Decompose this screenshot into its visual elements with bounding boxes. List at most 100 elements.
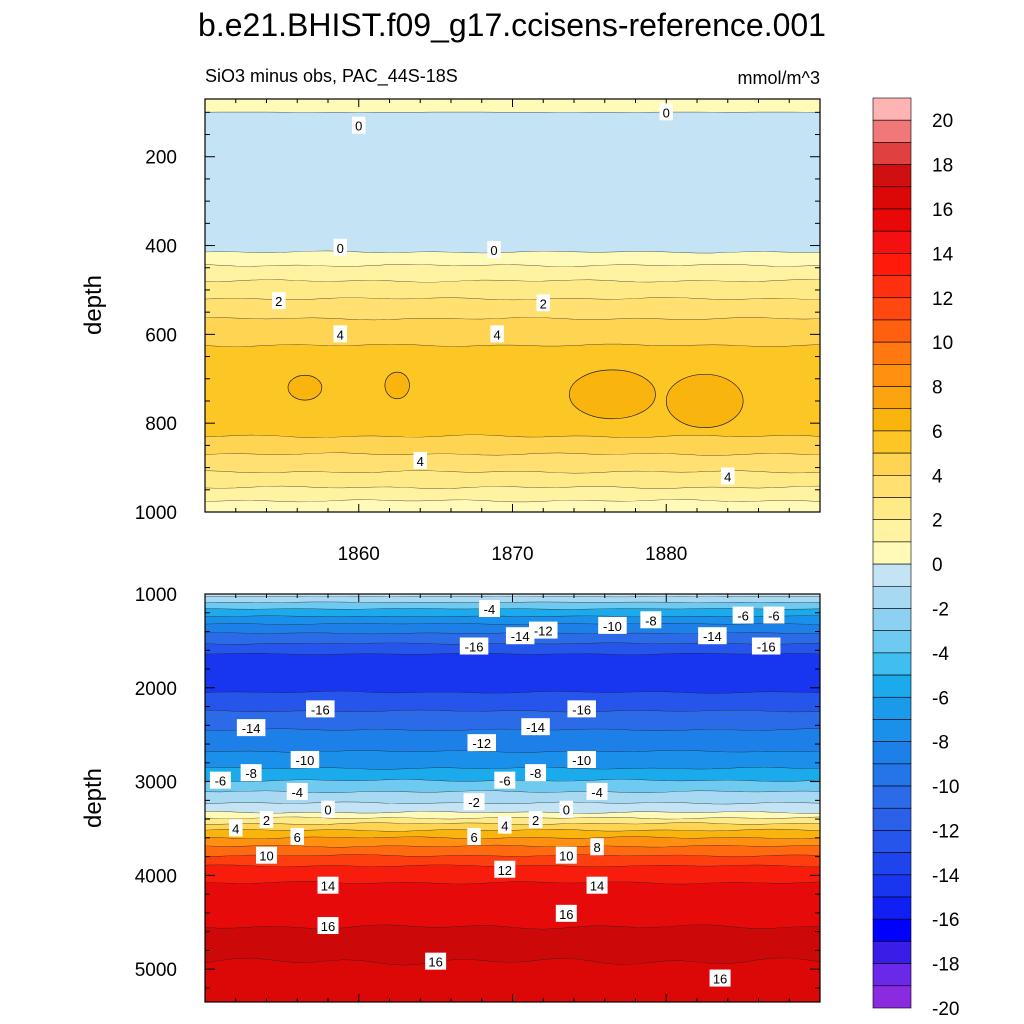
contour-label-text: -6 bbox=[499, 774, 511, 789]
contour-label: -4 bbox=[478, 600, 500, 618]
contour-label: -16 bbox=[459, 637, 489, 655]
contour-label-box bbox=[567, 751, 596, 769]
contour-band bbox=[205, 750, 820, 770]
colorbar-label: -16 bbox=[932, 910, 959, 931]
contour-band bbox=[205, 251, 820, 267]
colorbar-box bbox=[872, 918, 912, 942]
contour-label-box bbox=[494, 771, 516, 789]
contour-label-text: -6 bbox=[768, 609, 780, 624]
contour-label: -12 bbox=[529, 621, 558, 639]
colorbar-box bbox=[872, 563, 912, 587]
contour-label-box bbox=[229, 819, 243, 837]
contour-label: 4 bbox=[498, 816, 512, 834]
contour-label-text: 4 bbox=[337, 327, 344, 342]
contour-label-box bbox=[721, 467, 735, 485]
contour-label-box bbox=[555, 846, 577, 864]
contour-band bbox=[205, 317, 820, 347]
contour-label-box bbox=[490, 325, 504, 343]
y-tick-label: 1000 bbox=[135, 585, 177, 606]
figure-title: b.e21.BHIST.f09_g17.ccisens-reference.00… bbox=[198, 7, 826, 43]
contour-label: 16 bbox=[555, 904, 577, 922]
contour-label: 10 bbox=[555, 846, 577, 864]
contour-label-text: 2 bbox=[540, 296, 547, 311]
contour-band bbox=[205, 691, 820, 713]
contour-line bbox=[204, 623, 821, 625]
x-tick-label: 1860 bbox=[338, 544, 380, 565]
colorbar-box bbox=[872, 208, 912, 232]
colorbar-box bbox=[872, 475, 912, 498]
contour-line bbox=[204, 767, 821, 770]
colorbar: 20181614121086420-2-4-6-8-10-12-14-16-18… bbox=[872, 97, 960, 1020]
contour-label: -16 bbox=[751, 637, 781, 655]
contour-label-box bbox=[763, 606, 785, 624]
contour-label-text: -10 bbox=[572, 753, 591, 768]
colorbar-box bbox=[872, 630, 912, 654]
contour-label: 0 bbox=[659, 103, 673, 121]
contour-label-box bbox=[459, 637, 489, 655]
colorbar-box bbox=[872, 408, 912, 432]
contour-label-text: -16 bbox=[572, 702, 591, 717]
contour-label: -4 bbox=[586, 782, 608, 800]
contour-label-text: 14 bbox=[590, 879, 604, 894]
contour-label: -16 bbox=[306, 700, 335, 718]
colorbar-label: -4 bbox=[932, 644, 949, 665]
contour-label: -6 bbox=[209, 771, 231, 789]
colorbar-label: 10 bbox=[932, 333, 953, 354]
upper-panel: SiO3 minus obs, PAC_44S-18S mmol/m^3 186… bbox=[80, 66, 821, 565]
contour-label: -4 bbox=[286, 782, 308, 800]
colorbar-box bbox=[872, 941, 912, 964]
contour-label-box bbox=[709, 969, 731, 987]
contour-label-text: -14 bbox=[242, 721, 261, 736]
contour-label-text: 0 bbox=[663, 105, 670, 120]
colorbar-label: -10 bbox=[932, 777, 959, 798]
contour-label: -8 bbox=[240, 764, 262, 782]
contour-label-text: -8 bbox=[645, 613, 657, 628]
contour-label: 2 bbox=[259, 811, 274, 829]
contour-label-text: 4 bbox=[724, 469, 731, 484]
contour-label-text: -12 bbox=[472, 736, 491, 751]
contour-label-box bbox=[236, 719, 266, 737]
contour-label: 6 bbox=[290, 827, 304, 845]
contour-label-box bbox=[478, 600, 500, 618]
contour-band bbox=[205, 811, 820, 820]
contour-label-text: 16 bbox=[321, 919, 335, 934]
contour-label-box bbox=[536, 294, 550, 312]
contour-label: 0 bbox=[333, 238, 348, 256]
contour-label: -2 bbox=[463, 793, 485, 811]
contour-label-box bbox=[528, 811, 543, 829]
colorbar-box bbox=[872, 275, 912, 299]
contour-label-text: 12 bbox=[498, 863, 512, 878]
colorbar-label: 16 bbox=[932, 200, 953, 221]
contour-label-text: 4 bbox=[417, 454, 424, 469]
contour-label-box bbox=[290, 751, 320, 769]
y-tick-label: 2000 bbox=[135, 679, 177, 700]
x-tick-label: 1870 bbox=[491, 544, 533, 565]
y-tick-label: 1000 bbox=[135, 503, 177, 524]
contour-label-box bbox=[306, 700, 335, 718]
colorbar-box bbox=[872, 297, 912, 321]
contour-label-text: -14 bbox=[511, 629, 530, 644]
contour-band bbox=[205, 297, 820, 321]
colorbar-label: -6 bbox=[932, 688, 949, 709]
colorbar-label: 14 bbox=[932, 244, 954, 265]
contour-label-text: -6 bbox=[737, 609, 749, 624]
y-tick-label: 800 bbox=[145, 414, 177, 435]
upper-panel-fill bbox=[204, 99, 821, 512]
contour-label-text: 0 bbox=[563, 803, 570, 818]
contour-label: 14 bbox=[586, 876, 608, 894]
contour-label-text: -8 bbox=[530, 766, 542, 781]
colorbar-label: -8 bbox=[932, 733, 949, 754]
colorbar-box bbox=[872, 985, 912, 1009]
contour-label: -16 bbox=[567, 700, 596, 718]
colorbar-label: -14 bbox=[932, 866, 960, 887]
contour-label-box bbox=[272, 292, 286, 310]
contour-label: 2 bbox=[536, 294, 550, 312]
colorbar-label: 2 bbox=[932, 511, 943, 532]
contour-label: 4 bbox=[333, 325, 348, 343]
colorbar-label: 4 bbox=[932, 466, 943, 487]
contour-band bbox=[205, 845, 820, 857]
contour-band bbox=[205, 822, 820, 832]
contour-label-box bbox=[555, 904, 577, 922]
contour-label-text: -4 bbox=[591, 785, 603, 800]
